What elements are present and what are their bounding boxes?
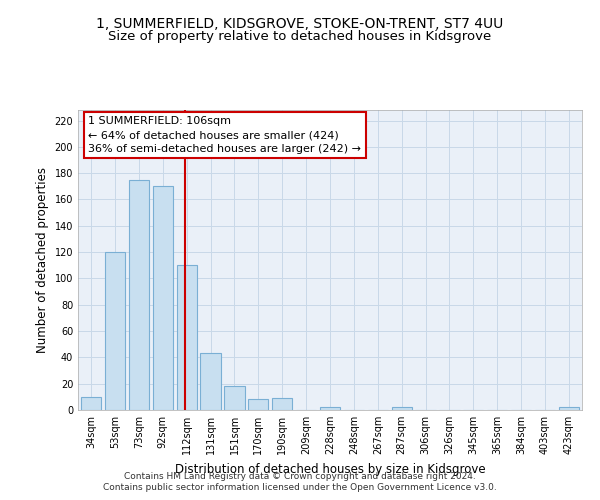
Text: Size of property relative to detached houses in Kidsgrove: Size of property relative to detached ho… — [109, 30, 491, 43]
Text: 1, SUMMERFIELD, KIDSGROVE, STOKE-ON-TRENT, ST7 4UU: 1, SUMMERFIELD, KIDSGROVE, STOKE-ON-TREN… — [97, 18, 503, 32]
Bar — [81, 397, 101, 410]
Y-axis label: Number of detached properties: Number of detached properties — [36, 167, 49, 353]
Text: Contains public sector information licensed under the Open Government Licence v3: Contains public sector information licen… — [103, 484, 497, 492]
Bar — [129, 180, 149, 410]
Bar — [559, 408, 579, 410]
Bar — [224, 386, 245, 410]
Bar — [176, 266, 197, 410]
Text: Contains HM Land Registry data © Crown copyright and database right 2024.: Contains HM Land Registry data © Crown c… — [124, 472, 476, 481]
X-axis label: Distribution of detached houses by size in Kidsgrove: Distribution of detached houses by size … — [175, 462, 485, 475]
Bar — [272, 398, 292, 410]
Bar — [248, 400, 268, 410]
Bar — [320, 408, 340, 410]
Bar — [105, 252, 125, 410]
Bar — [200, 354, 221, 410]
Bar — [152, 186, 173, 410]
Bar — [392, 408, 412, 410]
Text: 1 SUMMERFIELD: 106sqm
← 64% of detached houses are smaller (424)
36% of semi-det: 1 SUMMERFIELD: 106sqm ← 64% of detached … — [88, 116, 361, 154]
